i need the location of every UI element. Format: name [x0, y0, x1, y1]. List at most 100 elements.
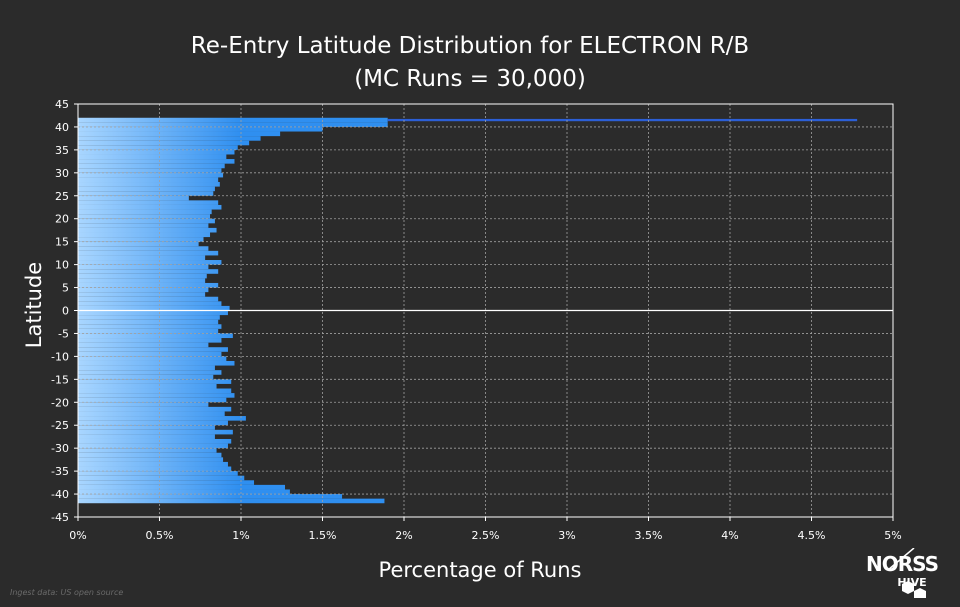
bar: [78, 186, 215, 192]
norss-hive-logo: NORSS HIVE: [862, 548, 942, 598]
bar: [78, 301, 222, 306]
bar: [78, 278, 206, 283]
bar: [78, 461, 228, 467]
bar: [78, 324, 222, 329]
bar: [78, 200, 219, 205]
bar: [78, 223, 209, 228]
bar: [78, 494, 343, 499]
y-tick-label: 20: [55, 213, 69, 226]
bar: [78, 360, 235, 366]
logo-mark-icon: [887, 548, 926, 598]
y-tick-label: -5: [58, 327, 69, 340]
bar: [78, 168, 222, 173]
bar: [78, 296, 219, 302]
bar: [78, 131, 281, 137]
bar: [78, 305, 230, 311]
bar: [78, 475, 245, 481]
y-tick-label: 40: [55, 121, 69, 134]
bar: [78, 177, 219, 183]
bar: [78, 264, 209, 270]
y-tick-label: 15: [55, 236, 69, 249]
x-tick-label: 2.5%: [472, 529, 500, 542]
bar: [78, 374, 214, 380]
x-tick-label: 2%: [395, 529, 412, 542]
y-tick-label: -20: [51, 396, 69, 409]
bar: [78, 191, 214, 196]
bar: [78, 406, 232, 412]
bar: [78, 273, 207, 279]
bar: [78, 126, 323, 132]
bar: [78, 480, 255, 485]
bar: [78, 250, 219, 256]
bar: [78, 204, 222, 210]
bar: [78, 227, 217, 233]
bar: [78, 429, 233, 435]
bar: [78, 347, 228, 352]
bar: [78, 182, 220, 187]
bar: [78, 498, 385, 504]
x-tick-label: 4%: [721, 529, 738, 542]
bar: [78, 420, 228, 426]
bar: [78, 333, 233, 339]
bar: [78, 260, 222, 265]
bar-peak: [387, 118, 858, 122]
y-tick-label: -30: [51, 442, 69, 455]
x-tick-label: 0%: [69, 529, 86, 542]
tick-labels: 0% 0.5% 1% 1.5% 2% 2.5% 3% 3.5% 4% 4.5% 5% 45 40 35 30…: [51, 98, 902, 542]
x-tick-label: 5%: [884, 529, 901, 542]
x-tick-label: 1.5%: [309, 529, 337, 542]
y-tick-label: 10: [55, 259, 69, 272]
logo-text: NORSS: [865, 552, 939, 576]
x-tick-label: 4.5%: [798, 529, 826, 542]
bar: [78, 388, 232, 394]
bar: [78, 241, 199, 247]
bar: [78, 328, 219, 334]
bar: [78, 411, 225, 417]
y-tick-label: 5: [62, 282, 69, 295]
x-tick-label: 3.5%: [635, 529, 663, 542]
bar: [78, 140, 250, 146]
bar: [78, 338, 222, 343]
bar: [78, 370, 222, 375]
bar: [78, 393, 235, 398]
axes: [74, 103, 894, 521]
bar: [78, 218, 215, 224]
bar: [78, 292, 206, 297]
bar: [78, 351, 222, 357]
bar: [78, 452, 222, 458]
bar: [78, 434, 215, 439]
bar: [78, 214, 211, 219]
bar: [78, 310, 228, 316]
logo-subtext: HIVE: [897, 576, 927, 589]
bars: [78, 117, 858, 504]
bar: [78, 383, 217, 389]
bar: [78, 489, 290, 495]
x-tick-label: 0.5%: [146, 529, 174, 542]
bar: [78, 448, 217, 453]
y-tick-label: 35: [55, 144, 69, 157]
bar: [78, 416, 246, 421]
bar: [78, 438, 232, 444]
bar: [78, 402, 209, 407]
y-tick-label: 0: [62, 305, 69, 318]
bar: [78, 484, 286, 490]
bar: [78, 315, 220, 320]
bar: [78, 232, 211, 238]
bar: [78, 237, 204, 242]
y-tick-label: 30: [55, 167, 69, 180]
y-tick-label: -25: [51, 419, 69, 432]
bar: [78, 145, 238, 150]
bar: [78, 466, 232, 472]
y-tick-label: -15: [51, 373, 69, 386]
bar: [78, 163, 225, 169]
y-tick-label: -35: [51, 465, 69, 478]
y-tick-label: -40: [51, 488, 69, 501]
y-tick-label: -45: [51, 511, 69, 524]
bar: [78, 246, 209, 251]
x-tick-label: 1%: [232, 529, 249, 542]
y-tick-label: 25: [55, 190, 69, 203]
bar: [78, 117, 388, 123]
bar: [78, 172, 224, 178]
bar: [78, 379, 232, 384]
